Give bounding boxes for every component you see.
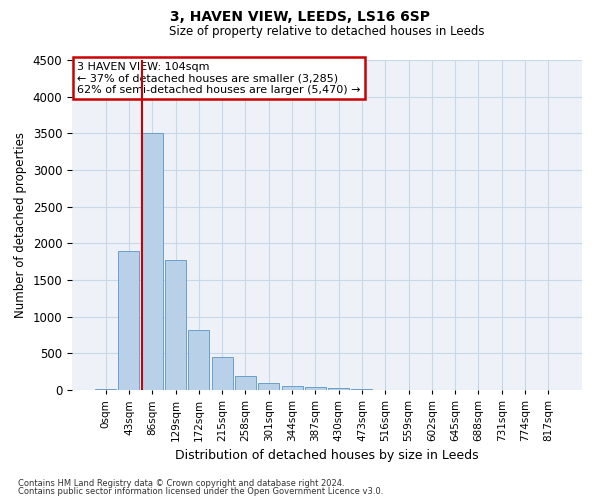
Bar [281, 386, 302, 390]
Bar [142, 134, 163, 390]
Y-axis label: Number of detached properties: Number of detached properties [14, 132, 27, 318]
Bar [235, 376, 256, 390]
X-axis label: Distribution of detached houses by size in Leeds: Distribution of detached houses by size … [175, 450, 479, 462]
Bar [118, 250, 139, 390]
Bar [212, 357, 233, 390]
Title: Size of property relative to detached houses in Leeds: Size of property relative to detached ho… [169, 25, 485, 38]
Bar [188, 330, 209, 390]
Text: Contains public sector information licensed under the Open Government Licence v3: Contains public sector information licen… [18, 487, 383, 496]
Bar [165, 260, 186, 390]
Bar [305, 388, 326, 390]
Bar [328, 388, 349, 390]
Text: Contains HM Land Registry data © Crown copyright and database right 2024.: Contains HM Land Registry data © Crown c… [18, 478, 344, 488]
Bar [258, 382, 279, 390]
Bar [352, 389, 373, 390]
Text: 3 HAVEN VIEW: 104sqm
← 37% of detached houses are smaller (3,285)
62% of semi-de: 3 HAVEN VIEW: 104sqm ← 37% of detached h… [77, 62, 361, 95]
Bar [95, 388, 116, 390]
Text: 3, HAVEN VIEW, LEEDS, LS16 6SP: 3, HAVEN VIEW, LEEDS, LS16 6SP [170, 10, 430, 24]
